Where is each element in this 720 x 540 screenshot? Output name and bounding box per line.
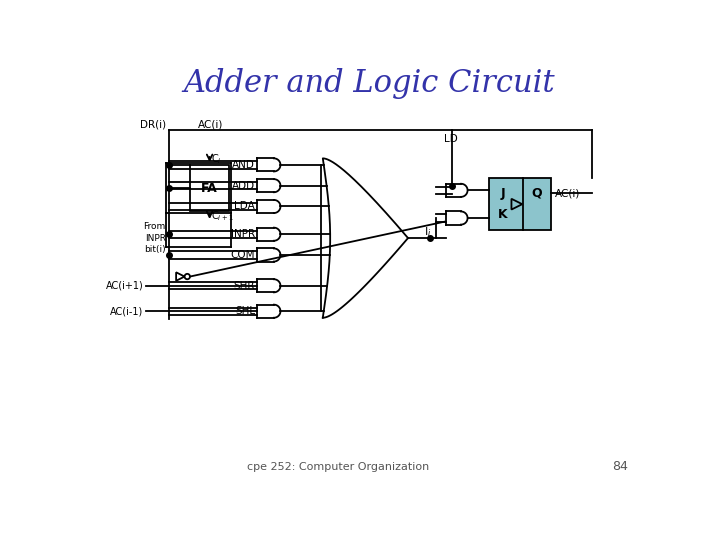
Polygon shape: [257, 305, 281, 318]
Text: COM: COM: [230, 250, 255, 260]
Polygon shape: [257, 179, 281, 192]
Text: From
INPR
bit(i): From INPR bit(i): [143, 222, 166, 254]
Text: J: J: [500, 187, 505, 200]
Bar: [190, 165, 229, 211]
Text: ADD: ADD: [232, 181, 255, 191]
Text: AND: AND: [232, 160, 255, 170]
Text: AC(i-1): AC(i-1): [110, 306, 143, 316]
Text: INPR: INPR: [231, 229, 255, 239]
Polygon shape: [446, 184, 467, 197]
Text: LDA: LDA: [234, 201, 255, 212]
Text: cpe 252: Computer Organization: cpe 252: Computer Organization: [247, 462, 429, 472]
Polygon shape: [323, 158, 408, 318]
Polygon shape: [176, 272, 184, 281]
Polygon shape: [257, 279, 281, 292]
Text: Adder and Logic Circuit: Adder and Logic Circuit: [183, 68, 555, 99]
Text: DR(i): DR(i): [140, 119, 166, 129]
Polygon shape: [511, 199, 522, 210]
Text: FA: FA: [201, 181, 218, 194]
Polygon shape: [257, 228, 281, 241]
Text: C$_i$: C$_i$: [211, 153, 222, 166]
Text: LD: LD: [444, 134, 457, 145]
Text: AC(i): AC(i): [554, 188, 580, 198]
Bar: [489, 178, 551, 231]
Text: AC(i): AC(i): [198, 119, 223, 129]
Text: SHL: SHL: [235, 306, 255, 316]
Polygon shape: [257, 248, 281, 261]
Polygon shape: [446, 212, 467, 225]
Text: K: K: [498, 208, 508, 221]
Polygon shape: [257, 158, 281, 171]
Text: Q: Q: [532, 187, 542, 200]
Text: AC(i+1): AC(i+1): [106, 281, 143, 291]
Text: 84: 84: [612, 460, 628, 473]
Polygon shape: [257, 200, 281, 213]
Text: C$_{i+1}$: C$_{i+1}$: [211, 210, 234, 224]
Text: SHR: SHR: [233, 281, 255, 291]
Text: I$_i$: I$_i$: [424, 225, 432, 239]
